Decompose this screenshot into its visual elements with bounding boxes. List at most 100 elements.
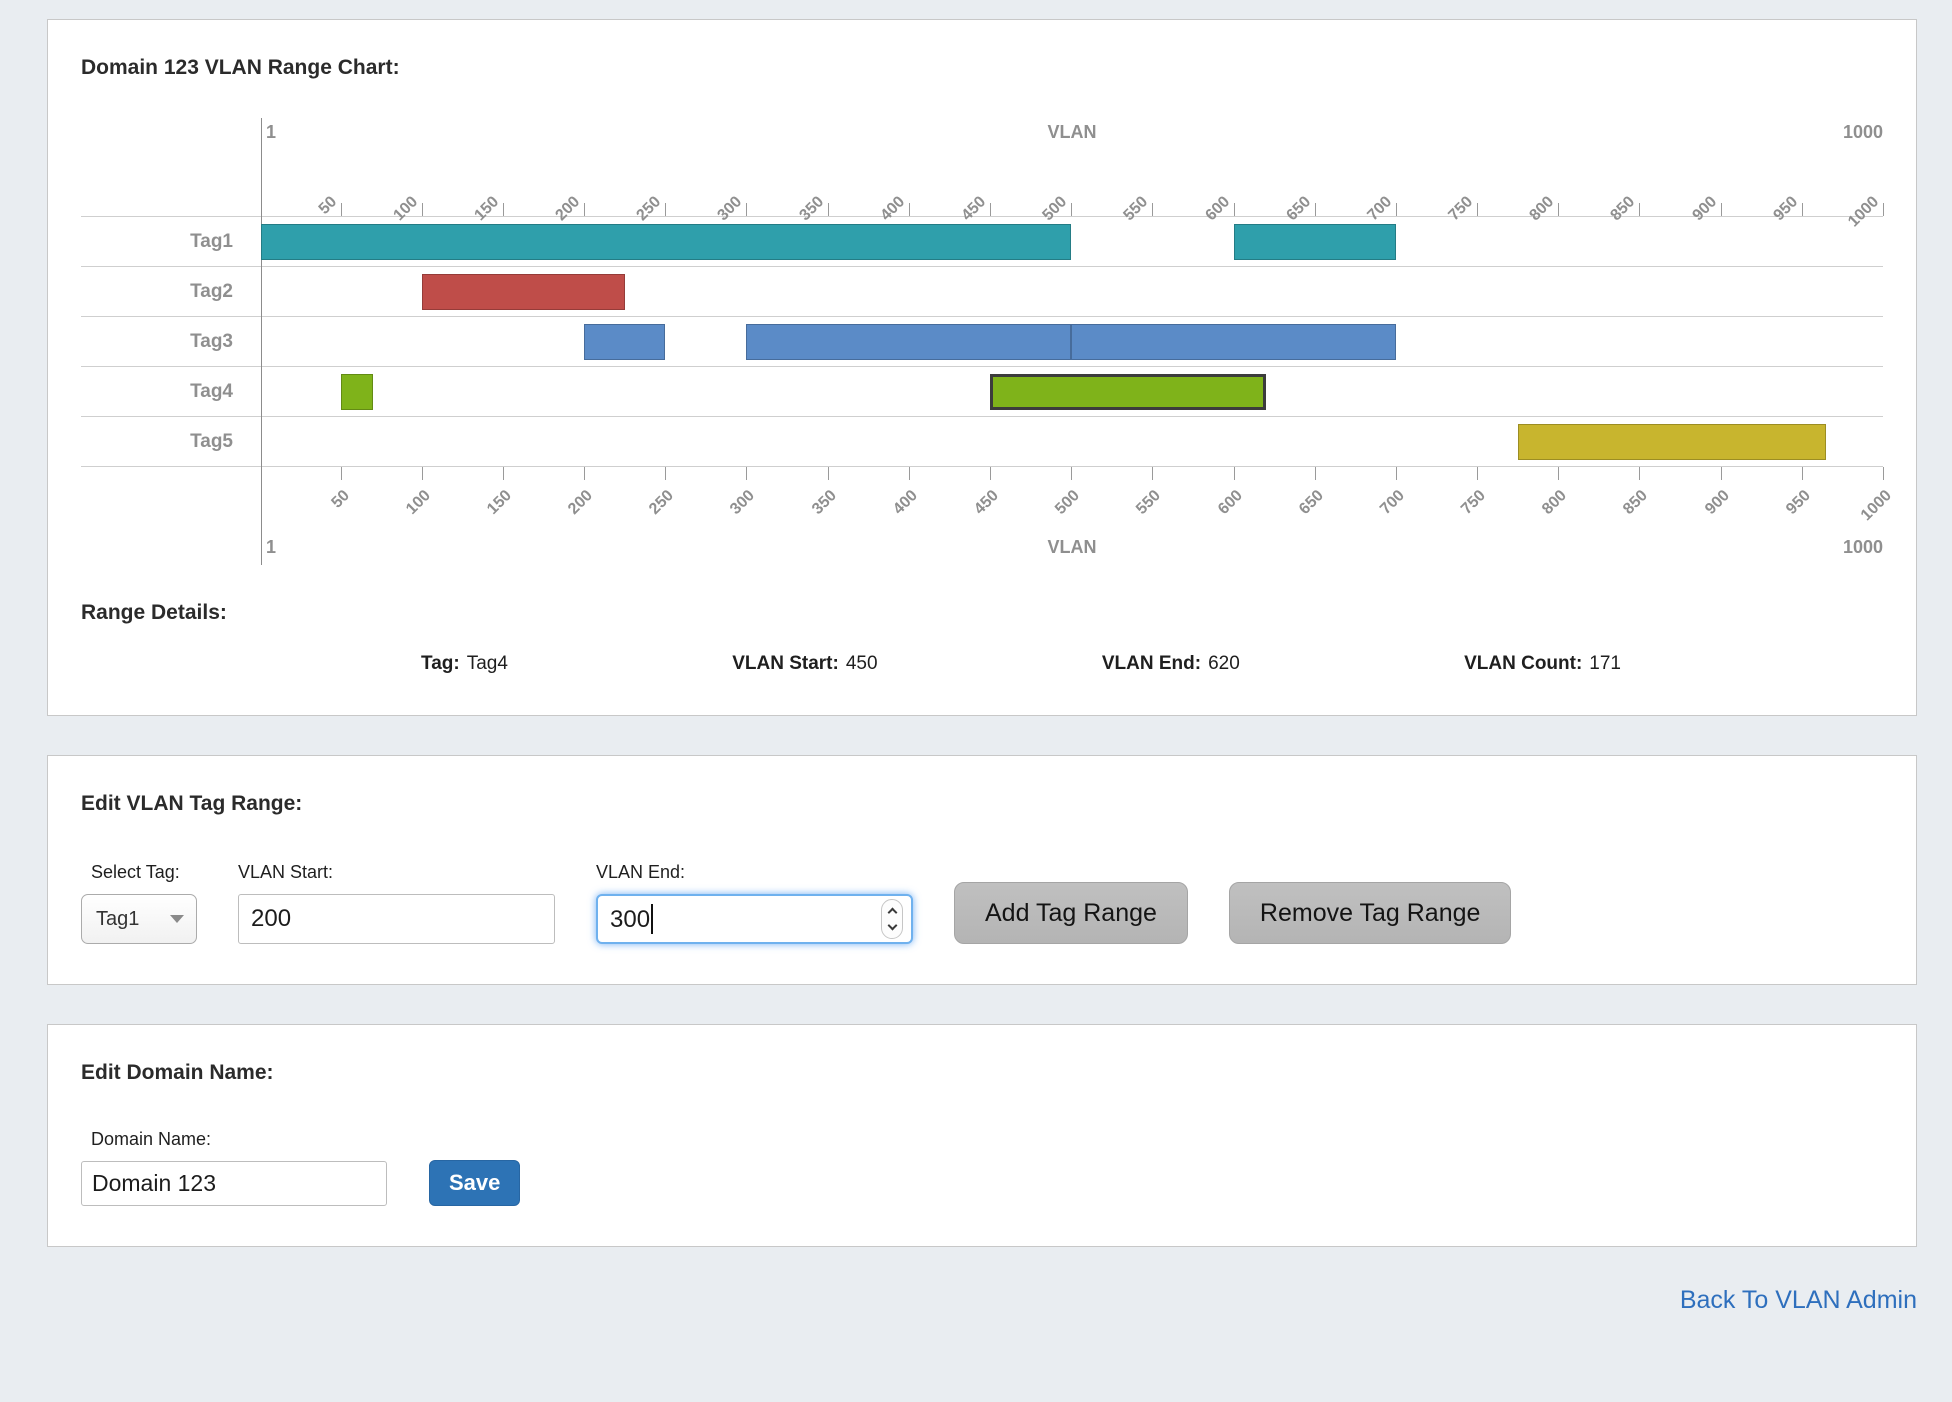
select-tag-field: Select Tag: Tag1 [81,862,197,944]
edit-domain-panel: Edit Domain Name: Domain Name: Save [47,1024,1917,1247]
axis-tick-label: 700 [1377,487,1408,518]
vlan-range-bar[interactable] [421,274,625,310]
axis-min-label: 1 [266,537,277,557]
range-detail-vlan-end: VLAN End: 620 [1101,653,1240,674]
axis-title: VLAN [1047,122,1097,142]
axis-tick-mark [1314,203,1316,216]
row-plot [261,367,1883,416]
back-to-vlan-admin-link[interactable]: Back To VLAN Admin [1679,1286,1917,1314]
axis-tick-mark [1801,467,1803,480]
axis-tick-label: 650 [1295,487,1327,518]
row-plot [261,417,1883,466]
axis-tick-mark [502,467,504,480]
row-plot [261,217,1883,266]
axis-tick-mark [1395,467,1397,480]
chart-row: Tag4 [81,367,1883,417]
axis-title: VLAN [1047,537,1097,557]
axis-tick-label: 400 [889,487,921,518]
chevron-down-icon [170,915,184,923]
axis-tick-label: 300 [727,487,759,518]
tag-select[interactable]: Tag1 [81,894,197,944]
range-detail-vlan-count: VLAN Count: 171 [1464,653,1621,674]
axis-tick-mark [1639,203,1641,216]
axis-tick-mark [827,203,829,216]
edit-vlan-range-panel: Edit VLAN Tag Range: Select Tag: Tag1 VL… [47,755,1917,985]
axis-top-tick-marks [261,202,1884,216]
axis-tick-label: 800 [1539,487,1571,518]
range-detail-vlan-start: VLAN Start: 450 [732,653,878,674]
chart-top-axis: 1 VLAN 1000 50 100 150 200 250 300 350 400 450 50… [81,118,1884,230]
save-button[interactable]: Save [429,1160,521,1206]
axis-tick-mark [908,203,910,216]
axis-tick-mark [1071,467,1073,480]
vlan-end-input[interactable]: 300 [596,894,913,944]
axis-tick-label: 150 [484,487,515,518]
row-tag-label: Tag3 [190,330,233,352]
vlan-end-field: VLAN End: 300 [596,862,913,944]
edit-domain-form: Save [81,1160,1883,1206]
footer: Back To VLAN Admin [47,1286,1917,1315]
vlan-range-bar[interactable] [746,324,1072,360]
axis-tick-label: 600 [1214,487,1246,518]
axis-tick-mark [1720,467,1722,480]
axis-tick-mark [1314,467,1316,480]
range-details-heading: Range Details: [81,601,227,624]
axis-tick-mark [1152,467,1154,480]
number-stepper[interactable] [881,899,903,939]
axis-top-plot: 1 VLAN 1000 50 100 150 200 250 300 350 400 450 50… [261,118,1884,230]
axis-tick-mark [1558,203,1560,216]
axis-tick-label: 350 [808,487,840,518]
row-tag-label: Tag5 [190,430,233,452]
axis-tick-mark [584,203,586,216]
axis-tick-mark [665,203,667,216]
vlan-range-bar[interactable] [1071,324,1396,360]
axis-tick-mark [1720,203,1722,216]
axis-tick-mark [340,467,342,480]
axis-tick-label: 900 [1701,487,1733,518]
axis-bottom-plot: 50 100 150 200 250 300 350 400 450 500 550 600 650 70… [261,467,1895,565]
vlan-start-label: VLAN Start: [238,862,334,882]
vlan-range-bar[interactable] [1233,224,1396,260]
axis-tick-mark [908,467,910,480]
axis-tick-label: 950 [1782,487,1814,518]
stepper-up-icon[interactable] [887,907,897,918]
y-axis-line [261,118,262,565]
vlan-range-bar[interactable] [1517,424,1827,460]
select-tag-label: Select Tag: [91,862,180,882]
add-tag-range-button[interactable]: Add Tag Range [954,882,1188,944]
axis-tick-mark [1395,203,1397,216]
edit-domain-title: Edit Domain Name: [81,1061,274,1084]
range-detail-tag: Tag: Tag4 [421,653,508,674]
vlan-range-bar-selected[interactable] [990,374,1267,410]
axis-max-label: 1000 [1842,122,1883,142]
domain-name-input[interactable] [81,1160,387,1206]
axis-tick-mark [746,467,748,480]
remove-tag-range-button[interactable]: Remove Tag Range [1228,882,1512,944]
axis-tick-label: 500 [1052,487,1084,518]
axis-tick-label: 50 [327,487,353,512]
chart-row: Tag1 [81,217,1883,267]
vlan-range-bar[interactable] [261,224,1072,260]
range-details: Tag: Tag4 VLAN Start: 450 VLAN End: 620 VLA… [421,653,1621,675]
tag-select-value: Tag1 [96,907,140,930]
axis-tick-mark [1233,467,1235,480]
axis-tick-mark [1477,467,1479,480]
axis-max-label: 1000 [1842,537,1883,557]
axis-tick-mark [1639,467,1641,480]
vlan-chart-panel: Domain 123 VLAN Range Chart: 1 VLAN 1000… [47,19,1917,716]
axis-top-tick-labels: 50 100 150 200 250 300 350 400 450 500 550 600 650 70… [261,150,1883,230]
chart-row: Tag5 [81,417,1883,467]
axis-tick-mark [665,467,667,480]
axis-tick-label: 200 [565,487,597,518]
edit-range-form: Select Tag: Tag1 VLAN Start: VLAN End: 3… [81,862,1883,944]
axis-tick-label: 250 [646,487,678,518]
vlan-start-input[interactable] [238,894,555,944]
axis-spacer [81,467,261,565]
vlan-range-chart: 1 VLAN 1000 50 100 150 200 250 300 350 400 450 50… [81,118,1895,565]
axis-tick-mark [990,467,991,480]
stepper-down-icon[interactable] [887,920,897,931]
axis-tick-mark [584,467,586,480]
vlan-range-bar[interactable] [340,374,374,410]
vlan-range-bar[interactable] [584,324,666,360]
chart-bottom-axis: 50 100 150 200 250 300 350 400 450 500 550 600 650 70… [81,467,1895,565]
